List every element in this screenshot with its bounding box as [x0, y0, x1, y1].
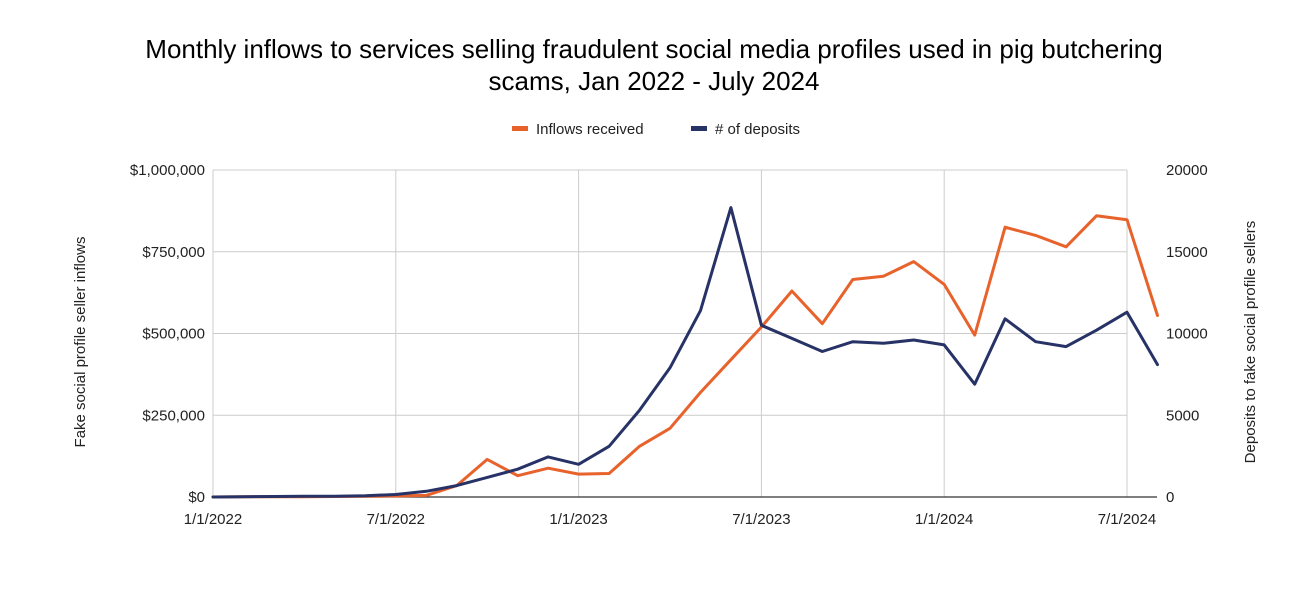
gridlines	[212, 169, 1128, 497]
x-tick-label: 7/1/2023	[732, 511, 790, 528]
chart-title-line-2: scams, Jan 2022 - July 2024	[488, 66, 820, 96]
right-tick-label: 0	[1166, 489, 1174, 506]
series-line-deposits	[211, 206, 1159, 499]
x-tick-label: 1/1/2024	[915, 511, 973, 528]
right-axis-title: Deposits to fake social profile sellers	[1242, 221, 1259, 464]
left-tick-label: $0	[188, 489, 205, 506]
legend: Inflows received # of deposits	[512, 121, 800, 138]
right-tick-label: 5000	[1166, 407, 1199, 424]
x-tick-label: 1/1/2022	[184, 511, 242, 528]
left-tick-label: $750,000	[142, 244, 205, 261]
x-tick-label: 7/1/2022	[367, 511, 425, 528]
chart-title-line-1: Monthly inflows to services selling frau…	[145, 34, 1163, 64]
right-tick-label: 15000	[1166, 244, 1208, 261]
right-tick-label: 10000	[1166, 326, 1208, 343]
series-line-inflows	[211, 214, 1159, 499]
chart-title: Monthly inflows to services selling frau…	[0, 33, 1308, 97]
tick-labels: $0 $250,000 $500,000 $750,000 $1,000,000 0 500…	[130, 162, 1208, 528]
legend-label-inflows: Inflows received	[536, 121, 644, 138]
left-tick-label: $500,000	[142, 326, 205, 343]
left-tick-label: $250,000	[142, 407, 205, 424]
legend-swatch-deposits	[691, 126, 707, 131]
legend-label-deposits: # of deposits	[715, 121, 800, 138]
x-tick-label: 7/1/2024	[1098, 511, 1156, 528]
left-tick-label: $1,000,000	[130, 162, 205, 179]
left-axis-title: Fake social profile seller inflows	[72, 237, 89, 448]
series-lines	[211, 206, 1159, 499]
x-tick-label: 1/1/2023	[549, 511, 607, 528]
legend-swatch-inflows	[512, 126, 528, 131]
right-tick-label: 20000	[1166, 162, 1208, 179]
